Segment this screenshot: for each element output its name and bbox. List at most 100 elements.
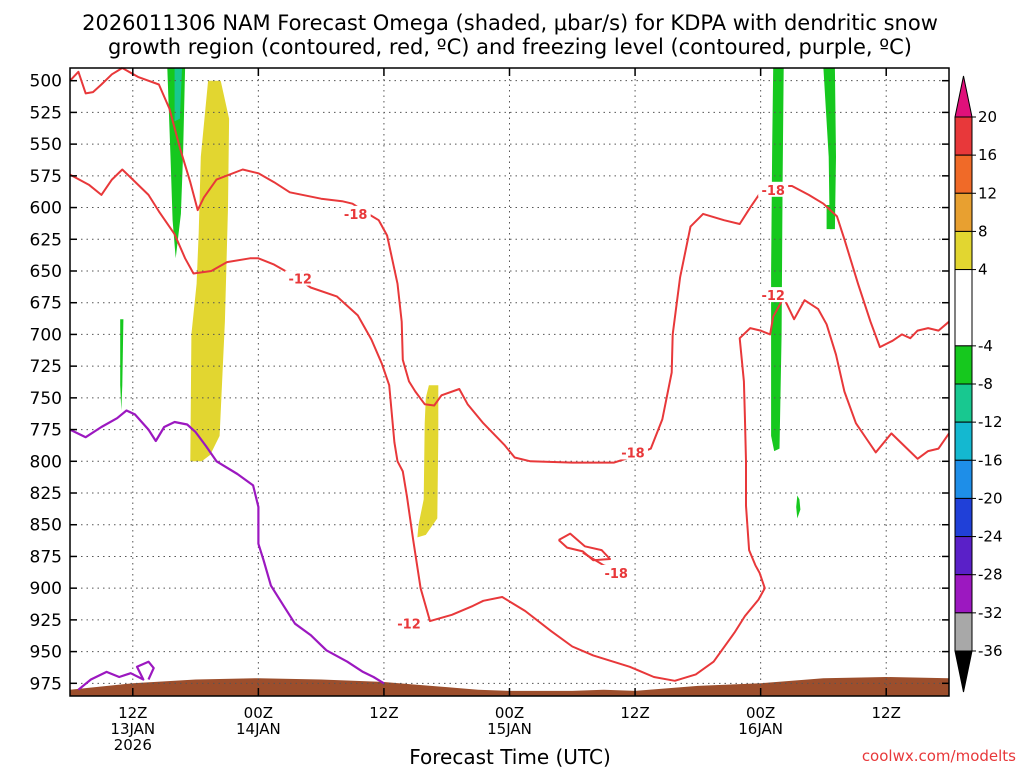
x-tick-label-1: 00Z 14JAN [236,704,281,738]
colorbar-bin-4 [954,269,973,347]
y-tick-label-8: 700 [30,325,62,345]
omega-region-6 [796,495,801,519]
colorbar-bin-6 [954,383,973,423]
colorbar-bin-11 [954,574,973,614]
x-axis-label: Forecast Time (UTC) [409,745,611,768]
colorbar-tick-label-3: 8 [978,222,988,240]
colorbar-bin-2 [954,192,973,232]
dgz-contour-2 [69,168,950,682]
x-tick-label-line: 12Z [872,704,901,722]
colorbar-tick-label-7: -12 [978,413,1003,431]
colorbar-tick-label-5: -4 [978,337,993,355]
y-tick-label-2: 550 [30,135,62,155]
y-tick-label-5: 625 [30,230,62,250]
colorbar-tick-label-13: -36 [978,642,1003,660]
contour-label-5: -18 [761,184,785,199]
colorbar-bin-8 [954,459,973,499]
contour-label-3: -18 [621,446,645,461]
y-tick-label-16: 900 [30,579,62,599]
y-tick-label-14: 850 [30,516,62,536]
contour-label-bg-5 [758,181,789,197]
x-tick-label-3: 00Z 15JAN [487,704,532,738]
contour-labels: -18 -12 -12 -18 -18 -18 -12 [285,181,789,633]
colorbar-tick-label-1: 16 [978,146,997,164]
contour-label-bg-1 [285,270,316,286]
colorbar-bin-3 [954,230,973,271]
colorbar: 20 16 12 8 4 -4 -8 -12 -16 -20 -24 -28 -32 -36 [954,75,1003,693]
contour-label-0: -18 [344,208,368,223]
y-tick-label-18: 950 [30,643,62,663]
y-tick-label-0: 500 [30,72,62,92]
colorbar-bin-0 [954,116,973,156]
dgz-contour-3 [558,532,611,562]
y-tick-label-12: 800 [30,452,62,472]
x-tick-label-line: 16JAN [738,720,783,738]
contour-label-bg-3 [617,444,648,460]
omega-region-1 [174,68,182,122]
colorbar-top-arrow [954,75,973,118]
omega-region-4 [823,68,836,230]
y-tick-label-4: 600 [30,199,62,219]
colorbar-tick-label-2: 12 [978,184,997,202]
omega-region-2 [120,319,124,411]
colorbar-tick-label-4: 4 [978,261,988,279]
omega-region-3 [771,68,784,452]
x-tick-label-line: 00Z [244,704,273,722]
colorbar-tick-label-10: -24 [978,528,1003,546]
colorbar-tick-label-9: -20 [978,489,1003,507]
x-tick-label-6: 12Z [872,704,901,722]
x-tick-label-line: 12Z [369,704,398,722]
colorbar-tick-label-8: -16 [978,451,1003,469]
y-tick-label-10: 750 [30,389,62,409]
x-tick-label-line: 14JAN [236,720,281,738]
y-tick-label-15: 875 [30,547,62,567]
contour-label-bg-6 [758,287,789,303]
x-tick-label-line: 00Z [495,704,524,722]
freezing-level-contour-0 [69,409,385,685]
colorbar-bin-9 [954,497,973,538]
y-axis: 500 525 550 575 600 625 650 675 700 725 750 775 800 8… [30,72,949,694]
contour-label-4: -18 [604,567,628,582]
x-tick-label-line: 13JAN [110,720,155,738]
y-tick-label-6: 650 [30,262,62,282]
y-tick-label-1: 525 [30,103,62,123]
colorbar-tick-label-0: 20 [978,108,997,126]
x-tick-label-line: 12Z [118,704,147,722]
x-tick-label-line: 15JAN [487,720,532,738]
x-tick-label-line: 2026 [114,736,152,754]
colorbar-bin-5 [954,345,973,385]
credit-text: coolwx.com/modelts [862,747,1016,765]
colorbar-tick-label-11: -28 [978,566,1003,584]
dgz-contour-1 [121,67,950,464]
colorbar-tick-label-6: -8 [978,375,993,393]
contour-layer [69,67,950,691]
freezing-level-contour-1 [77,660,155,691]
y-tick-label-11: 775 [30,421,62,441]
y-tick-label-17: 925 [30,611,62,631]
y-tick-label-19: 975 [30,674,62,694]
contour-label-bg-2 [394,615,425,631]
terrain-fill [70,677,949,696]
colorbar-bottom-arrow [954,650,973,693]
colorbar-bin-1 [954,154,973,194]
x-tick-label-5: 00Z 16JAN [738,704,783,738]
chart-title-line-2: growth region (contoured, red, ºC) and f… [108,35,912,59]
colorbar-bin-7 [954,421,973,461]
x-tick-label-4: 12Z [620,704,649,722]
contour-label-6: -12 [761,289,785,304]
x-tick-label-line: 12Z [620,704,649,722]
colorbar-tick-label-12: -32 [978,604,1003,622]
x-tick-label-0: 12Z 13JAN 2026 [110,704,155,754]
contour-label-bg-4 [601,564,632,580]
colorbar-bin-10 [954,536,973,576]
chart-title-line-1: 2026011306 NAM Forecast Omega (shaded, μ… [82,11,938,35]
contour-label-2: -12 [397,618,421,633]
x-tick-label-2: 12Z [369,704,398,722]
colorbar-bin-12 [954,612,973,652]
y-tick-label-9: 725 [30,357,62,377]
contour-label-1: -12 [288,273,312,288]
terrain-layer [70,677,949,696]
y-tick-label-13: 825 [30,484,62,504]
